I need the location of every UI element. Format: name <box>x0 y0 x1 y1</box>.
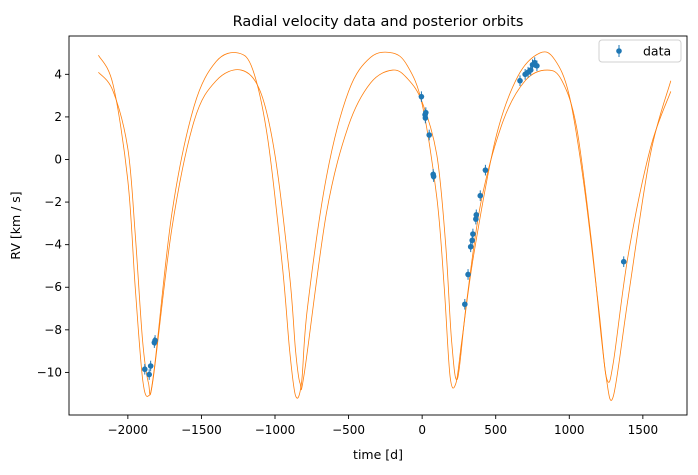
y-tick-label: 0 <box>54 152 62 166</box>
data-point <box>465 271 471 278</box>
x-tick-label: 1000 <box>554 423 585 437</box>
legend-marker-dot <box>616 48 622 54</box>
x-tick-label: −1000 <box>255 423 296 437</box>
data-point <box>147 363 154 369</box>
x-tick-label: 1500 <box>628 423 659 437</box>
x-tick-label: −500 <box>332 423 365 437</box>
y-tick-label: 2 <box>54 110 62 124</box>
data-points <box>141 57 627 380</box>
legend-label-data: data <box>643 44 671 59</box>
posterior-orbits <box>98 51 672 401</box>
data-point <box>469 237 475 244</box>
data-point <box>423 109 429 116</box>
x-axis-label: time [d] <box>353 447 403 462</box>
y-tick-label: −2 <box>44 195 62 209</box>
posterior-orbit-line-2 <box>98 69 672 396</box>
data-point <box>146 371 152 378</box>
x-tick-label: 0 <box>418 423 426 437</box>
data-point <box>482 167 489 173</box>
posterior-orbit-line-1 <box>98 51 672 401</box>
data-point <box>470 231 476 237</box>
data-point <box>477 192 484 199</box>
y-tick-label: −6 <box>44 280 62 294</box>
y-tick-label: −4 <box>44 238 62 252</box>
y-axis-label: RV [km / s] <box>8 191 23 259</box>
y-tick-label: −10 <box>37 365 62 379</box>
x-axis-ticks: −2000 −1500 −1000 −500 0 500 1000 1500 <box>108 415 659 437</box>
x-tick-label: 500 <box>484 423 507 437</box>
plot-frame <box>68 35 688 416</box>
legend: data <box>598 39 682 63</box>
data-point <box>426 132 433 138</box>
x-tick-label: −1500 <box>181 423 222 437</box>
data-point <box>620 258 627 265</box>
y-tick-label: −8 <box>44 323 62 337</box>
x-tick-label: −2000 <box>108 423 149 437</box>
data-point <box>152 337 158 344</box>
data-point <box>430 173 437 180</box>
data-point <box>141 366 148 373</box>
y-axis-ticks: −10 −8 −6 −4 −2 0 2 4 <box>37 67 69 379</box>
data-point <box>473 212 480 218</box>
data-point <box>418 93 425 100</box>
data-point <box>462 301 468 308</box>
data-point <box>534 63 540 69</box>
data-point <box>517 77 523 84</box>
y-tick-label: 4 <box>54 67 62 81</box>
chart-title: Radial velocity data and posterior orbit… <box>233 14 524 30</box>
